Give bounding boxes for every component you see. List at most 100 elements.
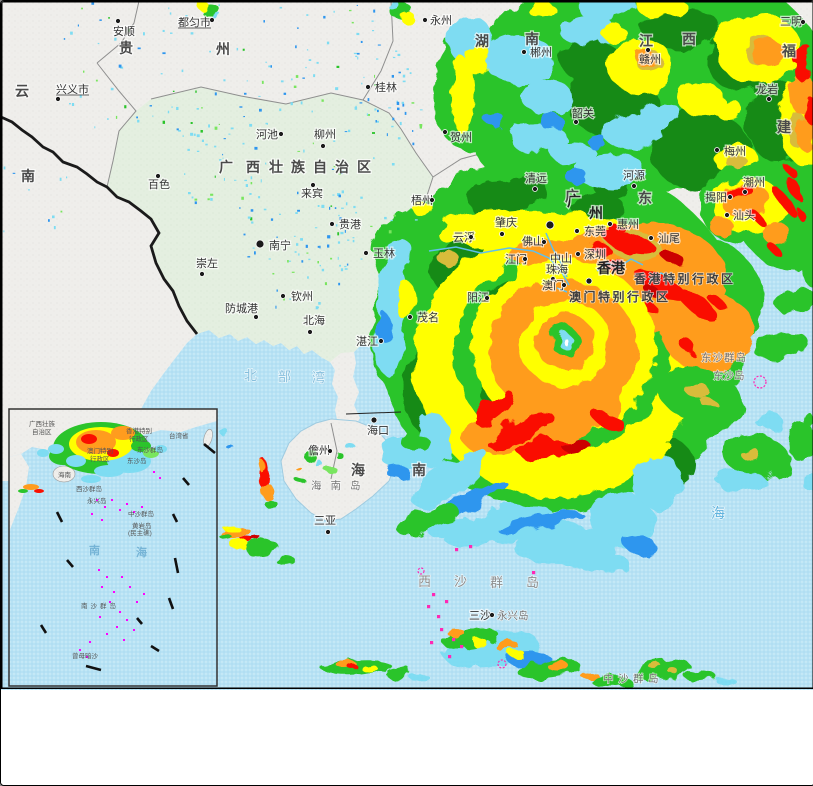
city-label: 广	[567, 193, 581, 209]
radar-echo	[728, 155, 748, 171]
province-label: 福	[781, 43, 796, 59]
radar-echo	[661, 291, 753, 371]
city-dot	[310, 182, 316, 188]
radar-speckle	[254, 251, 256, 255]
radar-speckle	[222, 157, 224, 159]
radar-echo	[473, 640, 489, 648]
radar-speckle	[243, 116, 245, 118]
sea-region-label: 群	[490, 575, 503, 590]
radar-speckle	[249, 193, 252, 195]
province-label: 江	[639, 33, 653, 49]
radar-speckle	[330, 257, 333, 260]
city-dot	[255, 239, 265, 249]
city-dot	[442, 129, 448, 135]
radar-speckle	[239, 207, 241, 209]
radar-speckle	[303, 149, 305, 153]
inset-reef-dot	[101, 519, 103, 521]
radar-speckle	[167, 110, 170, 114]
province-label: 区	[357, 159, 371, 175]
inset-label: 广西壮族	[29, 419, 56, 428]
radar-echo	[708, 294, 726, 310]
radar-speckle	[352, 239, 355, 243]
inset-label: 东沙岛	[127, 456, 147, 465]
radar-speckle	[326, 41, 330, 45]
radar-echo	[802, 411, 812, 427]
radar-speckle	[251, 221, 254, 224]
radar-echo	[783, 174, 805, 202]
radar-speckle	[162, 52, 166, 55]
sea-region-label: 沙	[454, 574, 467, 589]
radar-speckle	[182, 135, 184, 137]
radar-echo	[315, 461, 323, 467]
radar-speckle	[137, 119, 140, 123]
radar-speckle	[327, 244, 330, 248]
city-dot	[484, 295, 490, 301]
radar-speckle	[172, 90, 175, 92]
radar-speckle	[263, 208, 267, 211]
radar-speckle	[346, 263, 349, 266]
radar-speckle	[193, 133, 196, 136]
inset-radar-echo	[81, 434, 97, 444]
radar-speckle	[191, 196, 194, 199]
radar-echo	[589, 243, 609, 253]
radar-speckle	[268, 258, 271, 260]
radar-speckle	[344, 268, 348, 270]
radar-speckle	[308, 59, 312, 61]
inset-reef-dot	[104, 506, 106, 508]
province-label: 西	[246, 159, 260, 175]
city-label: 都匀市	[178, 15, 211, 29]
city-dot	[573, 119, 579, 125]
radar-speckle	[330, 205, 333, 207]
radar-echo	[551, 141, 595, 165]
city-dot	[489, 612, 495, 618]
radar-speckle	[181, 69, 184, 73]
city-dot	[278, 131, 284, 137]
radar-speckle	[214, 126, 218, 130]
inset-reef-dot	[101, 586, 103, 588]
radar-speckle	[373, 9, 376, 13]
reef-outline-marker	[417, 567, 425, 575]
radar-speckle	[388, 107, 392, 109]
inset-reef-dot	[116, 626, 118, 628]
radar-echo	[636, 1, 686, 18]
city-label: 南宁	[269, 238, 291, 252]
inset-reef-dot	[143, 593, 145, 595]
radar-speckle	[214, 92, 217, 96]
radar-echo	[294, 465, 300, 469]
radar-speckle	[276, 236, 278, 238]
inset-reef-dot	[111, 499, 113, 501]
radar-speckle	[327, 235, 331, 239]
radar-echo	[260, 461, 266, 473]
radar-echo	[749, 40, 785, 66]
radar-speckle	[297, 191, 299, 195]
city-dot	[253, 314, 259, 320]
radar-speckle	[306, 14, 309, 16]
radar-speckle	[295, 75, 299, 78]
radar-echo	[539, 113, 563, 129]
radar-speckle	[239, 106, 243, 108]
province-label: 湖	[475, 33, 489, 49]
radar-echo	[397, 506, 461, 536]
radar-speckle	[374, 84, 377, 86]
nine-dash-segment	[85, 664, 102, 672]
city-label: 州	[588, 205, 603, 221]
radar-speckle	[316, 61, 319, 64]
radar-speckle	[398, 71, 401, 74]
province-label: 族	[291, 159, 306, 175]
radar-speckle	[63, 38, 66, 40]
radar-speckle	[414, 219, 418, 221]
radar-echo	[447, 629, 465, 637]
radar-echo	[437, 209, 517, 245]
inset-reef-dot	[99, 616, 101, 618]
radar-speckle	[419, 124, 423, 127]
radar-speckle	[321, 204, 325, 208]
reef-dot-marker	[532, 571, 536, 575]
radar-speckle	[79, 94, 82, 98]
radar-speckle	[178, 130, 181, 132]
radar-speckle	[402, 74, 406, 78]
reef-dot-marker	[432, 593, 436, 597]
radar-echo	[755, 413, 783, 429]
radar-speckle	[250, 209, 254, 212]
radar-echo	[586, 134, 606, 148]
